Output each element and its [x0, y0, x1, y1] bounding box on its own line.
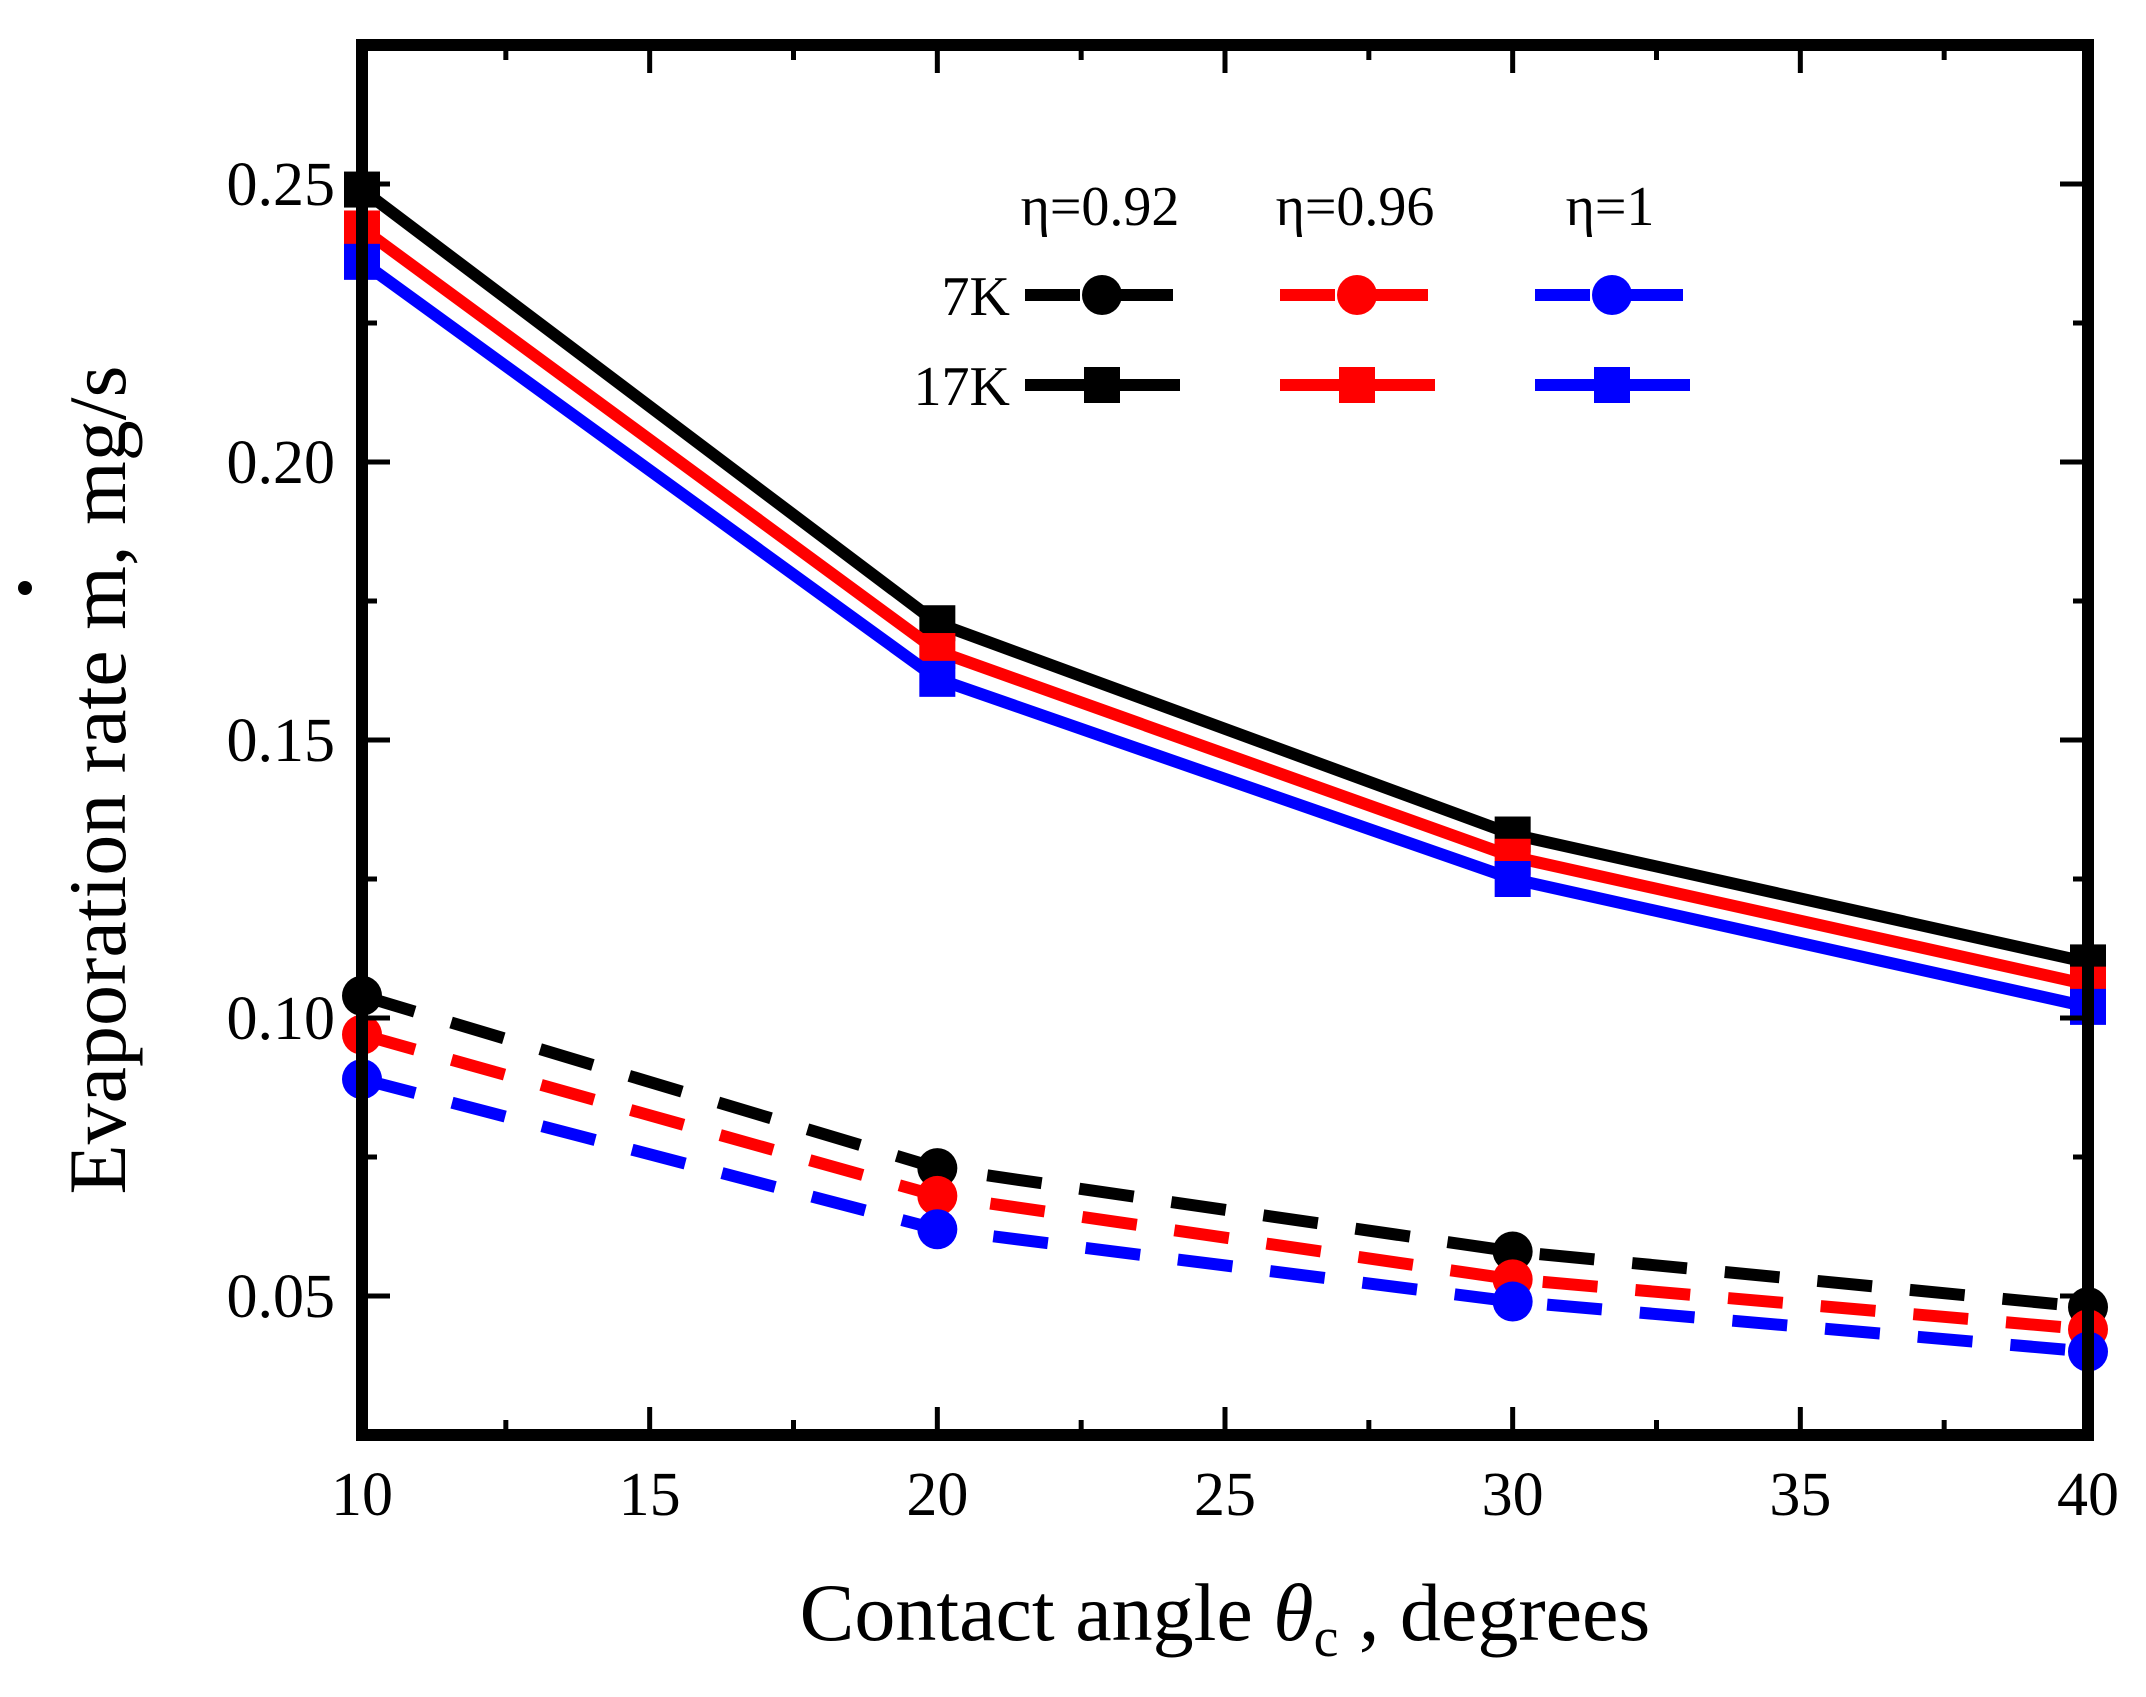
y-axis-title-dot	[18, 581, 32, 595]
legend-row-label: 17K	[914, 356, 1010, 418]
x-tick-label: 30	[1482, 1461, 1544, 1529]
legend-marker	[1082, 275, 1122, 315]
y-axis-title-post: , mg/s	[52, 366, 143, 566]
y-axis-title-symbol: m	[52, 566, 143, 630]
series-line	[358, 184, 2090, 969]
series-point	[917, 1175, 958, 1216]
y-tick-label: 0.05	[227, 1263, 336, 1331]
series-point	[917, 1148, 958, 1189]
legend-marker	[1084, 367, 1120, 403]
x-tick-label: 40	[2057, 1461, 2119, 1529]
tick-layer	[359, 45, 2091, 1435]
series-point	[919, 660, 956, 697]
series-point	[1492, 1231, 1533, 1272]
series-line	[358, 256, 2090, 1013]
series-line	[360, 1028, 2089, 1336]
x-tick-label: 20	[906, 1461, 968, 1529]
x-axis-title-sub: c	[1314, 1607, 1339, 1669]
y-tick-label: 0.10	[227, 985, 336, 1053]
series-line	[358, 223, 2090, 991]
legend-column-header: η=0.92	[1021, 176, 1180, 238]
x-axis-title-pre: Contact angle	[800, 1567, 1274, 1658]
legend-marker	[1592, 275, 1632, 315]
legend-column-header: η=0.96	[1276, 176, 1435, 238]
series-point	[1492, 1281, 1533, 1322]
x-axis-title: Contact angle θc , degrees	[800, 1567, 1651, 1669]
legend: η=0.92 η=0.96 η=1 7K 17K	[914, 176, 1690, 418]
series-point	[1494, 861, 1531, 897]
y-tick-label: 0.20	[227, 429, 336, 497]
legend-marker	[1339, 367, 1375, 403]
series-line	[360, 1073, 2089, 1358]
plot-frame	[356, 39, 2094, 1441]
x-axis-title-symbol: θ	[1273, 1567, 1313, 1658]
x-axis-title-post: , degrees	[1338, 1567, 1650, 1658]
x-tick-label: 10	[331, 1461, 393, 1529]
x-tick-label: 25	[1194, 1461, 1256, 1529]
series-line	[360, 990, 2089, 1314]
x-tick-label: 15	[619, 1461, 681, 1529]
y-axis-title: Evaporation rate m, mg/s	[52, 366, 143, 1195]
y-tick-label: 0.25	[227, 151, 336, 219]
x-tick-label: 35	[1769, 1461, 1831, 1529]
tick-label-layer: 10 15 20 25 30 35 40 0.05 0.10 0.15 0.20 0.25	[227, 151, 2120, 1529]
legend-marker	[1594, 367, 1630, 403]
series-layer	[342, 171, 2108, 1372]
legend-row-label: 7K	[942, 266, 1010, 328]
series-point	[917, 1209, 958, 1250]
y-axis-title-pre: Evaporation rate	[52, 630, 143, 1195]
legend-column-header: η=1	[1566, 176, 1655, 238]
y-tick-label: 0.15	[227, 707, 336, 775]
legend-marker	[1337, 275, 1377, 315]
